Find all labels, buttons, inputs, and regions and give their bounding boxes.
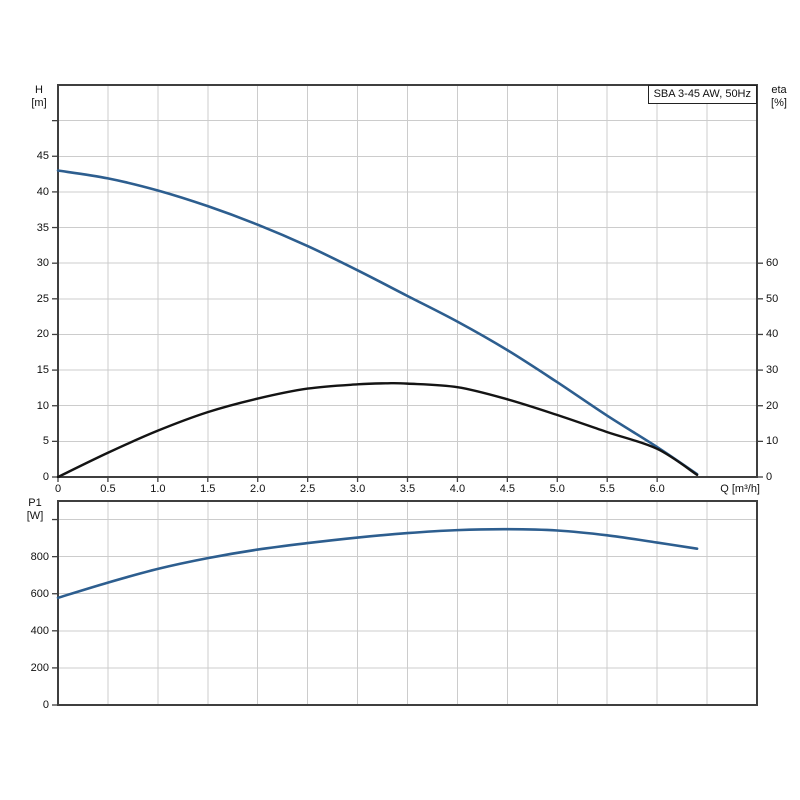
hq-x-tick-label: 6.0 xyxy=(649,483,665,495)
hq-x-tick-label: 1.5 xyxy=(200,483,216,495)
hq-x-tick-label: 2.0 xyxy=(250,483,266,495)
p1-plot-border xyxy=(57,500,758,706)
hq-y-tick-label-right: 40 xyxy=(766,328,779,341)
p1-axis-symbol: P1 xyxy=(28,497,42,509)
hq-x-tick-label: 5.0 xyxy=(549,483,565,495)
hq-x-tick-label: 1.0 xyxy=(150,483,166,495)
hq-x-tick-label: 0.5 xyxy=(100,483,116,495)
head-curve xyxy=(56,169,699,476)
power-curve xyxy=(56,527,699,600)
hq-chart-canvas xyxy=(52,84,763,482)
hq-y-tick-label-left: 0 xyxy=(42,471,49,483)
efficiency-curve xyxy=(56,381,699,479)
hq-y-tick-label-left: 45 xyxy=(36,150,49,163)
hq-y-tick-label-right: 10 xyxy=(766,435,779,448)
eta-axis-unit: [%] xyxy=(771,97,787,109)
hq-y-tick-label-left: 40 xyxy=(36,185,49,198)
hq-y-tick-label-left: 20 xyxy=(36,328,49,341)
h-axis-label: H [m] xyxy=(22,84,56,110)
p1-chart-canvas xyxy=(52,500,758,706)
hq-y-tick-label-left: 25 xyxy=(36,292,49,305)
p1-chart xyxy=(52,500,758,706)
eta-axis-symbol: eta xyxy=(771,84,787,96)
p1-axis-label: P1 [W] xyxy=(16,497,54,523)
hq-x-tick-label: 3.0 xyxy=(349,483,366,495)
h-axis-unit: [m] xyxy=(31,97,47,109)
hq-x-tick-label: 2.5 xyxy=(299,483,316,495)
hq-y-tick-label-right: 0 xyxy=(766,471,773,483)
p1-y-tick-label-left: 200 xyxy=(30,661,49,674)
hq-x-tick-label: 4.5 xyxy=(499,483,515,495)
hq-y-tick-label-right: 30 xyxy=(766,364,779,377)
hq-y-tick-label-left: 30 xyxy=(36,257,49,270)
hq-x-tick-label: 0 xyxy=(54,483,62,495)
hq-y-tick-label-right: 20 xyxy=(766,399,779,412)
q-axis-label: Q [m³/h] xyxy=(720,483,760,495)
p1-y-tick-label-left: 600 xyxy=(30,587,49,600)
hq-y-tick-label-right: 60 xyxy=(766,257,779,270)
hq-y-tick-label-left: 15 xyxy=(36,364,49,377)
p1-y-tick-label-left: 0 xyxy=(42,699,49,711)
hq-x-tick-label: 5.5 xyxy=(599,483,615,495)
hq-x-tick-label: 4.0 xyxy=(449,483,466,495)
hq-y-tick-label-left: 35 xyxy=(36,221,49,234)
h-axis-symbol: H xyxy=(35,84,43,96)
eta-axis-label: eta [%] xyxy=(760,84,798,110)
hq-y-tick-label-left: 5 xyxy=(42,435,49,448)
hq-y-tick-label-left: 10 xyxy=(36,399,49,412)
hq-y-tick-label-right: 50 xyxy=(766,292,779,305)
p1-axis-unit: [W] xyxy=(26,510,44,522)
hq-x-tick-label: 3.5 xyxy=(399,483,416,495)
hq-chart xyxy=(52,84,763,482)
p1-y-tick-label-left: 400 xyxy=(30,624,49,637)
chart-title-box: SBA 3-45 AW, 50Hz xyxy=(647,85,757,104)
p1-y-tick-label-left: 800 xyxy=(30,550,49,563)
